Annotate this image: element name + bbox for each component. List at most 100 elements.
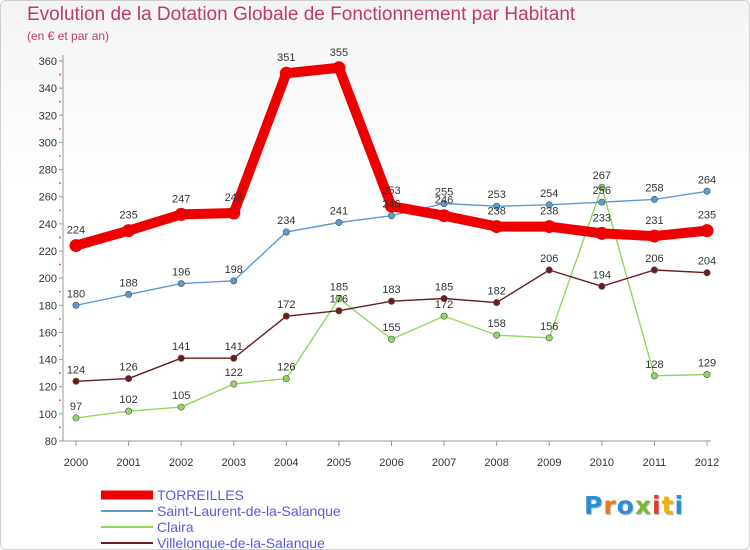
- x-tick-label: 2009: [537, 457, 561, 469]
- data-label-claira: 102: [119, 394, 137, 406]
- y-minor-tick: [59, 182, 61, 185]
- data-label-claira: 267: [593, 170, 611, 182]
- data-label-torreilles: 246: [435, 195, 453, 207]
- data-point-claira: [493, 331, 501, 339]
- data-label-claira: 105: [172, 390, 190, 402]
- data-point-claira: [282, 375, 290, 383]
- x-tick-label: 2008: [484, 457, 508, 469]
- y-minor-tick: [59, 73, 61, 76]
- logo-letter: t: [661, 491, 675, 520]
- data-label-villelongue: 126: [119, 362, 137, 374]
- data-point-claira: [177, 403, 185, 411]
- y-tick-label: 320: [39, 110, 57, 122]
- logo-letter: P: [584, 491, 604, 520]
- data-point-saint-laurent: [703, 187, 711, 195]
- data-point-torreilles: [542, 220, 556, 234]
- x-tick-label: 2001: [116, 457, 140, 469]
- x-tick-label: 2012: [695, 457, 719, 469]
- data-point-saint-laurent: [177, 280, 185, 288]
- data-point-saint-laurent: [230, 277, 238, 285]
- y-minor-tick: [59, 236, 61, 239]
- x-tick-label: 2000: [64, 457, 88, 469]
- data-label-torreilles: 231: [645, 215, 663, 227]
- data-label-claira: 97: [70, 401, 82, 413]
- data-label-claira: 126: [277, 362, 295, 374]
- data-point-saint-laurent: [335, 219, 343, 227]
- data-point-claira: [387, 335, 395, 343]
- logo-letter: r: [603, 491, 617, 520]
- data-point-claira: [440, 312, 448, 320]
- data-point-torreilles: [595, 226, 609, 240]
- x-tick-label: 2004: [274, 457, 298, 469]
- data-label-villelongue: 206: [540, 253, 558, 265]
- data-point-claira: [125, 407, 133, 415]
- data-label-villelongue: 141: [172, 341, 190, 353]
- data-point-saint-laurent: [598, 198, 606, 206]
- y-tick-label: 360: [39, 56, 57, 68]
- data-label-torreilles: 233: [593, 212, 611, 224]
- chart-subtitle: (en € et par an): [27, 29, 110, 43]
- y-tick-label: 260: [39, 192, 57, 204]
- data-point-torreilles: [174, 207, 188, 221]
- data-point-villelongue: [545, 266, 553, 274]
- data-label-saint-laurent: 241: [330, 206, 348, 218]
- data-label-saint-laurent: 180: [67, 288, 85, 300]
- data-point-saint-laurent: [440, 200, 448, 208]
- data-label-claira: 122: [225, 367, 243, 379]
- logo-letter: i: [674, 491, 685, 520]
- y-minor-tick: [59, 290, 61, 293]
- data-point-torreilles: [490, 220, 504, 234]
- y-tick-label: 340: [39, 83, 57, 95]
- legend-swatch-saint-laurent: [101, 510, 153, 512]
- data-point-villelongue: [493, 299, 501, 307]
- data-point-claira: [230, 380, 238, 388]
- data-label-torreilles: 355: [330, 47, 348, 59]
- data-label-claira: 185: [330, 282, 348, 294]
- y-minor-tick: [59, 317, 61, 320]
- data-label-claira: 129: [698, 358, 716, 370]
- data-label-villelongue: 182: [487, 286, 505, 298]
- data-point-saint-laurent: [387, 212, 395, 220]
- legend-label-saint-laurent: Saint-Laurent-de-la-Salanque: [157, 503, 341, 519]
- x-tick-label: 2011: [643, 457, 667, 469]
- y-tick-label: 100: [39, 409, 57, 421]
- data-point-villelongue: [282, 312, 290, 320]
- data-label-saint-laurent: 258: [645, 182, 663, 194]
- data-label-villelongue: 183: [382, 284, 400, 296]
- legend-label-villelongue: Villelongue-de-la-Salanque: [157, 535, 325, 550]
- x-tick-label: 2010: [590, 457, 614, 469]
- data-point-saint-laurent: [125, 290, 133, 298]
- data-label-villelongue: 141: [225, 341, 243, 353]
- x-tick-label: 2007: [432, 457, 456, 469]
- data-label-villelongue: 194: [593, 269, 611, 281]
- data-point-claira: [545, 334, 553, 342]
- data-point-saint-laurent: [650, 195, 658, 203]
- x-tick-label: 2005: [327, 457, 351, 469]
- data-label-claira: 156: [540, 321, 558, 333]
- data-label-saint-laurent: 254: [540, 188, 558, 200]
- data-label-torreilles: 238: [487, 206, 505, 218]
- data-point-torreilles: [227, 206, 241, 220]
- data-label-claira: 158: [487, 318, 505, 330]
- legend-label-claira: Claira: [157, 519, 194, 535]
- series-points: [69, 61, 714, 422]
- data-point-torreilles: [700, 224, 714, 238]
- data-label-saint-laurent: 234: [277, 215, 295, 227]
- y-minor-tick: [59, 100, 61, 103]
- data-point-torreilles: [385, 199, 398, 213]
- data-label-torreilles: 235: [119, 210, 137, 222]
- data-point-torreilles: [647, 229, 661, 243]
- data-point-villelongue: [125, 375, 133, 383]
- y-minor-tick: [59, 426, 61, 429]
- data-label-villelongue: 204: [698, 256, 716, 268]
- y-minor-tick: [59, 155, 61, 157]
- data-label-saint-laurent: 246: [382, 199, 400, 211]
- data-label-torreilles: 351: [277, 52, 295, 64]
- data-point-villelongue: [177, 354, 185, 362]
- y-tick-label: 300: [39, 137, 57, 149]
- y-tick-label: 120: [39, 382, 57, 394]
- legend-label-torreilles: TORREILLES: [157, 487, 244, 503]
- data-label-torreilles: 248: [225, 192, 243, 204]
- data-point-claira: [598, 183, 606, 191]
